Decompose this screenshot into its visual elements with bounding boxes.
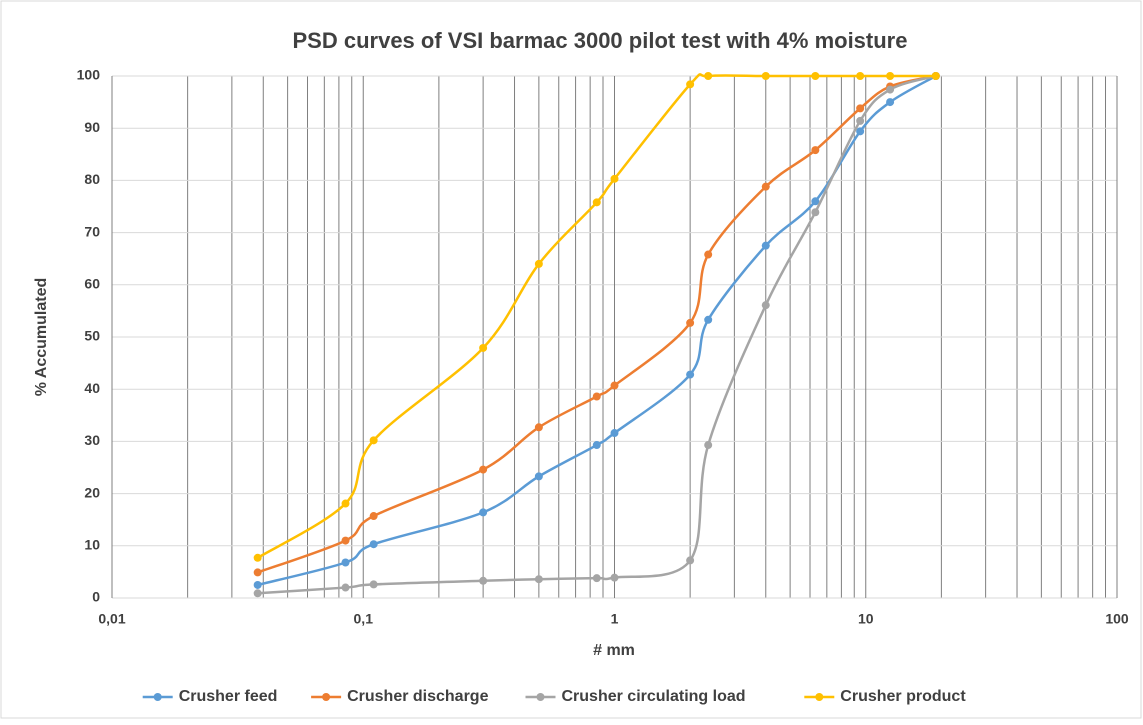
data-point [931, 72, 940, 80]
legend-label: Crusher feed [179, 688, 278, 705]
data-point [704, 441, 713, 450]
data-point [479, 465, 488, 474]
data-point [704, 250, 713, 259]
data-point [704, 72, 713, 80]
chart-title: PSD curves of VSI barmac 3000 pilot test… [293, 28, 908, 53]
x-tick-label: 1 [611, 611, 619, 627]
data-point [369, 436, 378, 445]
data-point [761, 72, 770, 80]
data-point [253, 568, 262, 577]
data-point [369, 512, 378, 521]
y-tick-label: 90 [84, 119, 100, 135]
data-point [811, 72, 820, 80]
data-point [610, 174, 619, 183]
y-tick-label: 60 [84, 276, 100, 292]
data-point [253, 553, 262, 562]
y-tick-label: 100 [77, 67, 101, 83]
y-tick-label: 40 [84, 380, 100, 396]
data-point [341, 499, 350, 508]
data-point [592, 441, 601, 450]
data-point [534, 423, 543, 432]
data-point [704, 315, 713, 324]
data-point [686, 370, 695, 379]
data-point [856, 104, 865, 113]
data-point [610, 429, 619, 438]
data-point [592, 198, 601, 207]
legend-marker [536, 693, 545, 701]
data-point [856, 127, 865, 136]
y-tick-label: 10 [84, 537, 100, 553]
x-axis-label: # mm [593, 642, 635, 659]
y-tick-label: 0 [92, 589, 100, 605]
y-tick-label: 80 [84, 171, 100, 187]
data-point [534, 472, 543, 481]
data-point [761, 241, 770, 250]
data-point [610, 381, 619, 390]
data-point [479, 343, 488, 352]
x-tick-label: 0,1 [354, 611, 374, 627]
data-point [811, 197, 820, 206]
y-tick-label: 50 [84, 328, 100, 344]
data-point [761, 301, 770, 310]
data-point [686, 556, 695, 565]
y-tick-label: 70 [84, 223, 100, 239]
y-axis-label: % Accumulated [33, 278, 50, 397]
data-point [253, 589, 262, 598]
series-line [257, 74, 937, 574]
data-point [479, 576, 488, 585]
series-line [257, 74, 937, 587]
data-point [341, 536, 350, 545]
y-tick-label: 30 [84, 432, 100, 448]
data-point [341, 583, 350, 592]
x-tick-label: 10 [858, 611, 874, 627]
legend-label: Crusher discharge [347, 688, 488, 705]
data-point [686, 80, 695, 89]
legend-marker [322, 693, 331, 701]
data-point [686, 318, 695, 327]
data-point [886, 72, 895, 80]
legend-marker [815, 693, 824, 701]
data-point [592, 392, 601, 401]
data-point [886, 98, 895, 107]
data-point [369, 580, 378, 589]
data-point [534, 575, 543, 584]
data-point [369, 540, 378, 549]
data-point [253, 580, 262, 589]
y-tick-label: 20 [84, 484, 100, 500]
data-point [341, 558, 350, 567]
data-point [811, 146, 820, 155]
data-point [534, 259, 543, 268]
data-point [592, 574, 601, 583]
legend-marker [153, 693, 162, 701]
data-point [886, 85, 895, 94]
data-point [856, 72, 865, 80]
data-point [761, 182, 770, 191]
data-point [811, 208, 820, 217]
x-tick-label: 100 [1105, 611, 1129, 627]
x-tick-label: 0,01 [98, 611, 125, 627]
legend-label: Crusher product [840, 688, 966, 705]
data-point [479, 508, 488, 517]
legend-label: Crusher circulating load [562, 688, 746, 705]
data-point [610, 573, 619, 582]
data-point [856, 116, 865, 125]
